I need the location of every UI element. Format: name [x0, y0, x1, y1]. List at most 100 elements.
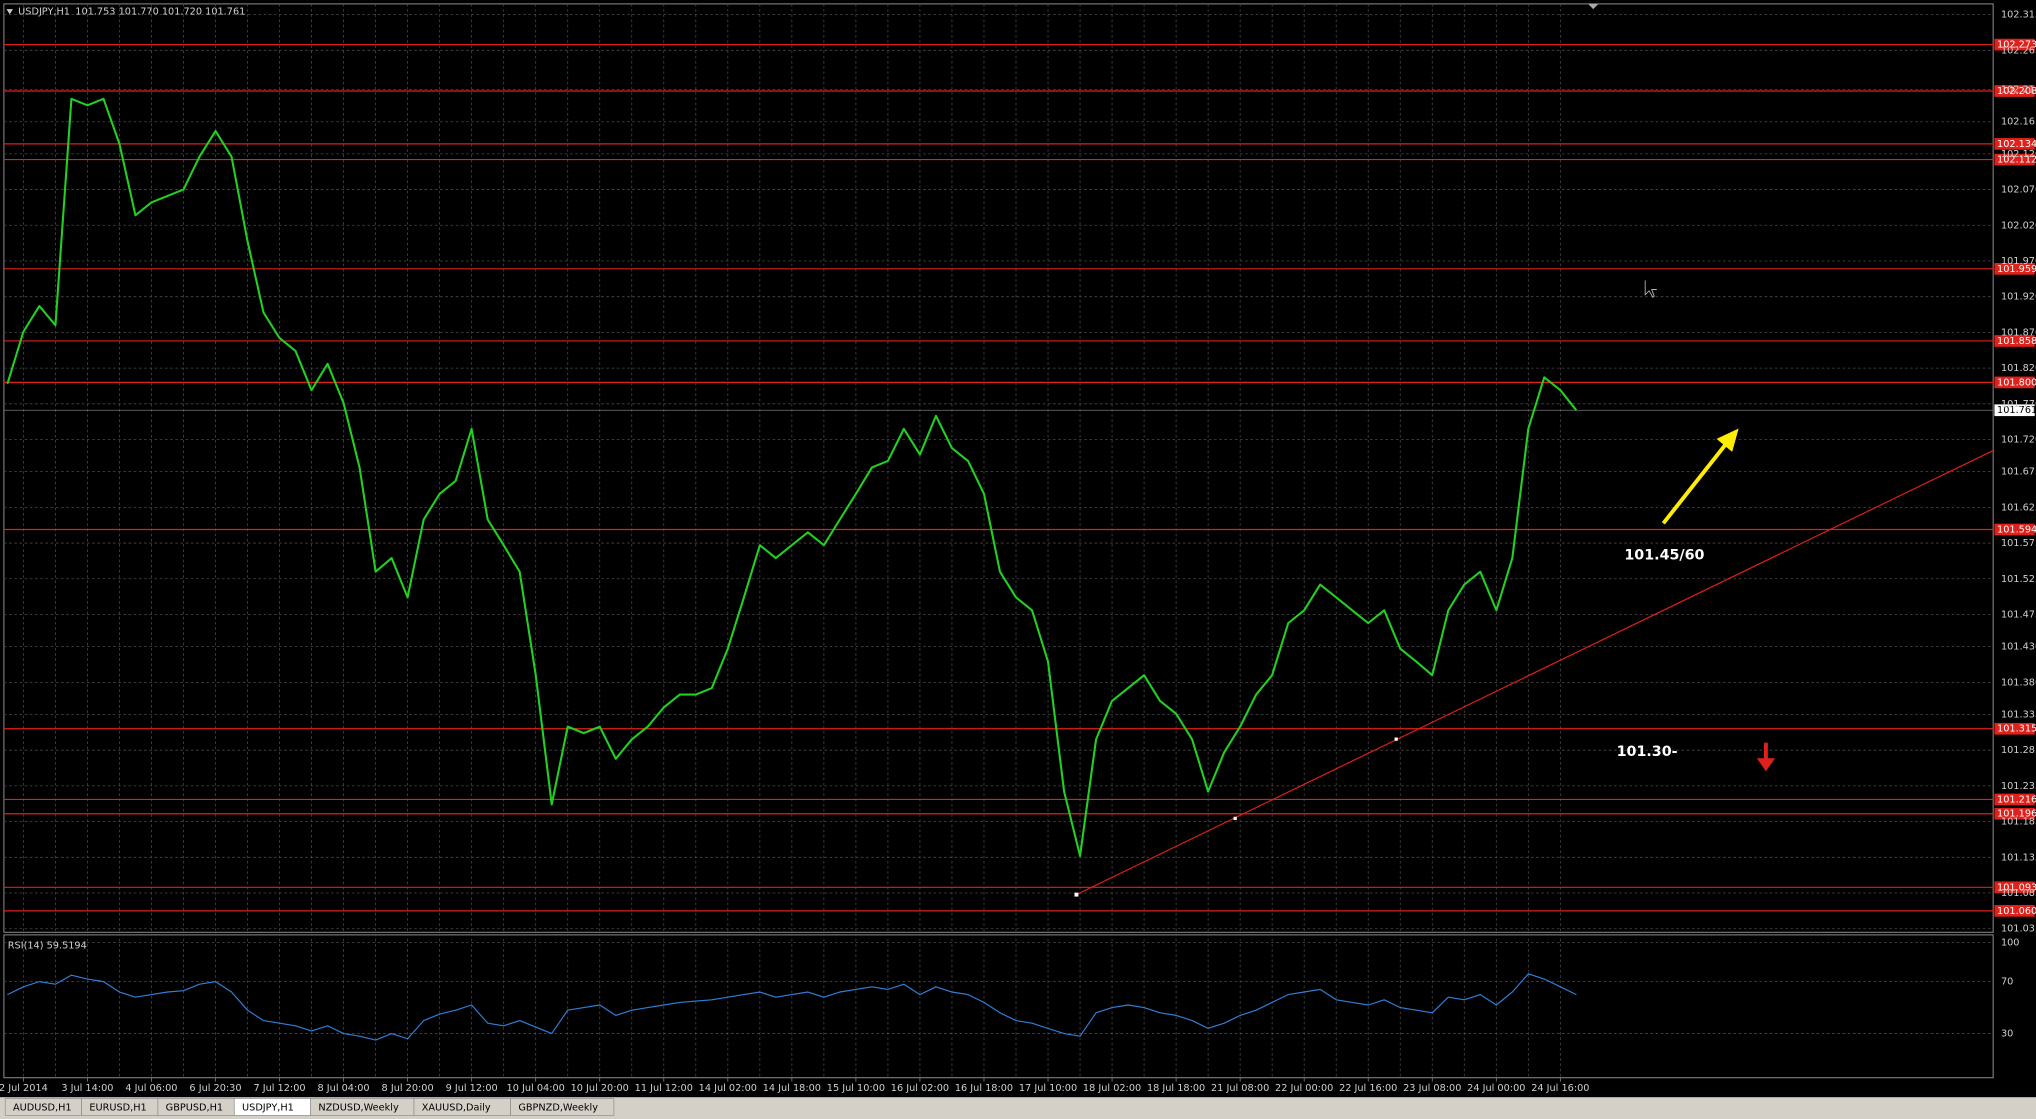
tab[interactable]: [510, 1098, 615, 1116]
level-label: 101.959: [1997, 264, 2036, 275]
y-tick-label: 102.315: [2001, 10, 2036, 21]
up-arrow: [1661, 441, 1729, 525]
bid-label: 101.761: [1997, 405, 2036, 416]
y-tick-label: 101.135: [2001, 852, 2036, 863]
tab-label: NZDUSD,Weekly: [318, 1103, 399, 1114]
level-tag: [1994, 905, 2035, 917]
x-tick-label: 22 Jul 00:00: [1275, 1083, 1333, 1094]
level-tag: [1994, 138, 2035, 150]
x-tick-label: 16 Jul 02:00: [891, 1083, 949, 1094]
y-tick-label: 101.970: [2001, 256, 2036, 267]
main-panel: [3, 3, 1994, 933]
level-label: 101.196: [1997, 809, 2036, 820]
level-label: 101.216: [1997, 794, 2036, 805]
symbol: USDJPY,H1: [18, 7, 70, 18]
y-tick-label: 101.675: [2001, 467, 2036, 478]
y-tick-label: 101.920: [2001, 292, 2036, 303]
shift-marker: [1588, 3, 1599, 10]
level-label: 101.315: [1997, 724, 2036, 735]
level-tag: [1994, 793, 2035, 806]
y-tick-label: 102.070: [2001, 185, 2036, 196]
level-label: 101.800: [1997, 377, 2036, 388]
y-tick-label: 101.770: [2001, 399, 2036, 410]
x-tick-label: 16 Jul 18:00: [955, 1083, 1013, 1094]
y-tick-label: 101.035: [2001, 924, 2036, 935]
y-tick-label: 101.870: [2001, 327, 2036, 338]
menu-arrow[interactable]: [6, 9, 13, 15]
y-tick-label: 101.475: [2001, 609, 2036, 620]
level-label: 102.273: [1997, 40, 2036, 51]
level-tag: [1994, 523, 2035, 536]
series-line: [7, 973, 1577, 1041]
rsi-title: RSI(14) 59.5194: [8, 940, 87, 951]
y-tick-label: 101.085: [2001, 888, 2036, 899]
x-tick-label: 7 Jul 12:00: [253, 1083, 305, 1094]
level-tag: [1994, 376, 2035, 389]
x-tick-label: 8 Jul 20:00: [382, 1083, 434, 1094]
level-tag: [1994, 807, 2035, 820]
series-line: [6, 97, 1578, 857]
y-tick-label: 101.380: [2001, 677, 2036, 688]
tab-label: XAUUSD,Daily: [422, 1103, 491, 1114]
level-label: 101.594: [1997, 525, 2036, 536]
x-tick-label: 9 Jul 12:00: [446, 1083, 498, 1094]
y-tick-label: 102.020: [2001, 220, 2036, 231]
trend-line[interactable]: [1076, 450, 1994, 896]
y-tick-label: 101.575: [2001, 538, 2036, 549]
y-tick-label: 101.430: [2001, 642, 2036, 653]
y-tick-label: 102.265: [2001, 45, 2036, 56]
rsi-panel: [3, 934, 1994, 1079]
x-tick-label: 4 Jul 06:00: [125, 1083, 177, 1094]
trend-anchor: [1233, 816, 1237, 820]
x-tick-label: 10 Jul 04:00: [507, 1083, 565, 1094]
x-tick-label: 15 Jul 10:00: [827, 1083, 885, 1094]
y-tick-label: 70: [2001, 977, 2013, 988]
x-tick-label: 10 Jul 20:00: [571, 1083, 629, 1094]
annotation: 101.30-: [1617, 744, 1678, 760]
y-tick-label: 100: [2001, 938, 2020, 949]
trend-anchor: [1074, 892, 1079, 897]
y-tick-label: 101.820: [2001, 363, 2036, 374]
tab-label: GBPUSD,H1: [166, 1103, 223, 1114]
y-tick-label: 101.625: [2001, 502, 2036, 513]
tab-label: GBPNZD,Weekly: [518, 1103, 598, 1114]
grid: [3, 3, 1994, 1082]
level-label: 101.858: [1997, 336, 2036, 347]
level-tag: [1994, 335, 2035, 347]
x-tick-label: 22 Jul 16:00: [1339, 1083, 1397, 1094]
level-tag: [1994, 38, 2035, 51]
y-tick-label: 102.165: [2001, 117, 2036, 128]
levels: 102.273 102.208 102.134 102.112 101.959 101.8…: [3, 38, 2036, 917]
x-tick-label: 17 Jul 10:00: [1019, 1083, 1077, 1094]
level-tag: [1994, 85, 2035, 97]
level-label: 101.093: [1997, 882, 2036, 893]
quote: 101.753 101.770 101.720 101.761: [75, 7, 245, 18]
level-tag: [1994, 263, 2035, 275]
tab-label: EURUSD,H1: [89, 1103, 146, 1114]
level-label: 102.112: [1997, 155, 2036, 166]
y-tick-label: 101.285: [2001, 745, 2036, 756]
level-tag: [1994, 722, 2035, 735]
level-label: 102.134: [1997, 139, 2036, 150]
x-tick-label: 8 Jul 04:00: [318, 1083, 370, 1094]
y-tick-label: 101.185: [2001, 817, 2036, 828]
y-tick-label: 102.120: [2001, 149, 2036, 160]
plot: [6, 97, 1578, 1041]
up-arrow-head: [1716, 428, 1739, 452]
bid-tag: [1994, 404, 2035, 417]
down-arrow-head: [1756, 758, 1776, 772]
y-tick-label: 101.525: [2001, 574, 2036, 585]
x-tick-label: 14 Jul 18:00: [763, 1083, 821, 1094]
y-tick-label: 101.720: [2001, 435, 2036, 446]
level-tag: [1994, 153, 2035, 166]
annotation: 101.45/60: [1624, 548, 1704, 564]
x-tick-label: 18 Jul 18:00: [1147, 1083, 1205, 1094]
x-tick-label: 6 Jul 20:30: [189, 1083, 241, 1094]
x-tick-label: 24 Jul 00:00: [1467, 1083, 1525, 1094]
x-tick-label: 14 Jul 02:00: [699, 1083, 757, 1094]
cursor: [1644, 280, 1657, 298]
tab-label: USDJPY,H1: [242, 1103, 294, 1114]
